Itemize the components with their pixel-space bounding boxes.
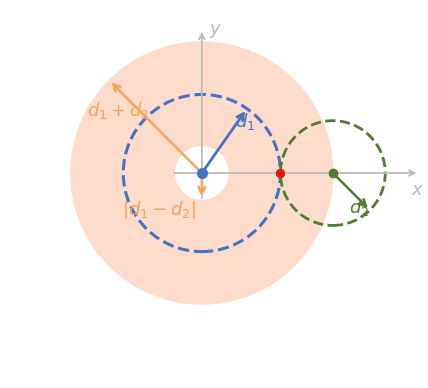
Text: $x$: $x$ (411, 181, 424, 199)
Text: $y$: $y$ (209, 22, 222, 40)
Circle shape (175, 147, 228, 199)
Text: $d_2$: $d_2$ (349, 197, 369, 218)
Text: $d_1 + d_2$: $d_1 + d_2$ (87, 100, 149, 121)
Text: $|d_1 - d_2|$: $|d_1 - d_2|$ (122, 199, 196, 221)
Text: $d_1$: $d_1$ (235, 111, 256, 132)
Circle shape (71, 42, 333, 304)
